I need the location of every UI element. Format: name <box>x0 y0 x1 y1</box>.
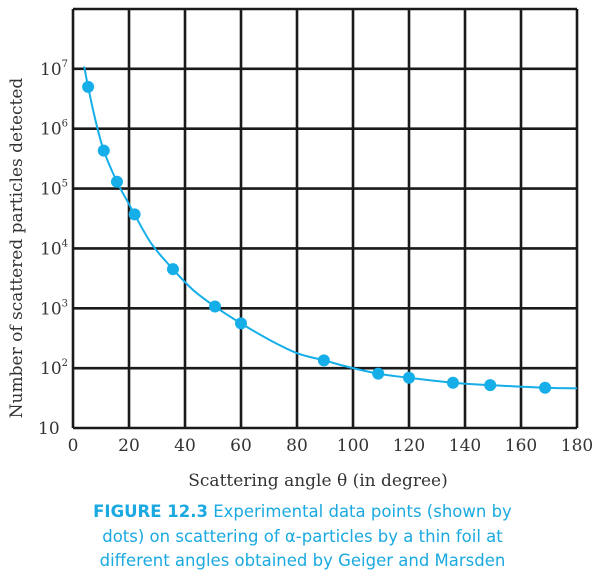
x-tick-label: 0 <box>68 436 79 456</box>
x-tick-labels: 0 20 40 60 80 100 120 140 160 180 <box>68 436 594 456</box>
caption-line-2: dots) on scattering of α-particles by a … <box>102 526 503 546</box>
caption-line-3: different angles obtained by Geiger and … <box>99 551 506 570</box>
x-tick-label: 160 <box>505 436 537 456</box>
x-tick-label: 20 <box>118 436 140 456</box>
x-tick-label: 100 <box>337 436 369 456</box>
caption-line-1: Experimental data points (shown by <box>207 502 512 521</box>
y-tick-label: 10 <box>38 419 60 439</box>
data-point <box>166 263 179 276</box>
fit-curve <box>83 66 578 390</box>
data-point <box>110 175 123 188</box>
grid <box>71 7 579 430</box>
y-tick-labels: 10 102 103 104 105 106 107 <box>38 59 68 439</box>
data-point <box>208 300 221 313</box>
x-tick-label: 140 <box>449 436 481 456</box>
data-point <box>317 354 330 367</box>
x-tick-label: 120 <box>393 436 425 456</box>
figure-caption: FIGURE 12.3 Experimental data points (sh… <box>0 500 605 574</box>
y-tick-label: 102 <box>40 358 68 379</box>
x-axis-label: Scattering angle θ (in degree) <box>188 471 447 491</box>
data-point <box>97 144 110 157</box>
data-points <box>82 80 552 394</box>
y-tick-label: 103 <box>40 298 68 319</box>
data-point <box>539 381 552 394</box>
data-point <box>403 371 415 384</box>
x-tick-label: 80 <box>286 436 308 456</box>
y-tick-label: 106 <box>40 119 68 140</box>
data-point <box>128 208 141 221</box>
data-point <box>235 317 247 330</box>
x-tick-label: 180 <box>561 436 593 456</box>
y-tick-label: 107 <box>40 59 68 80</box>
data-point <box>446 376 459 389</box>
y-tick-label: 104 <box>40 238 68 259</box>
data-point <box>484 379 497 392</box>
x-tick-label: 60 <box>230 436 252 456</box>
data-point <box>82 80 95 93</box>
data-point <box>372 367 385 380</box>
x-tick-label: 40 <box>174 436 196 456</box>
y-axis-label: Number of scattered particles detected <box>7 78 27 419</box>
y-tick-label: 105 <box>40 179 68 200</box>
caption-label: FIGURE 12.3 <box>93 502 208 521</box>
